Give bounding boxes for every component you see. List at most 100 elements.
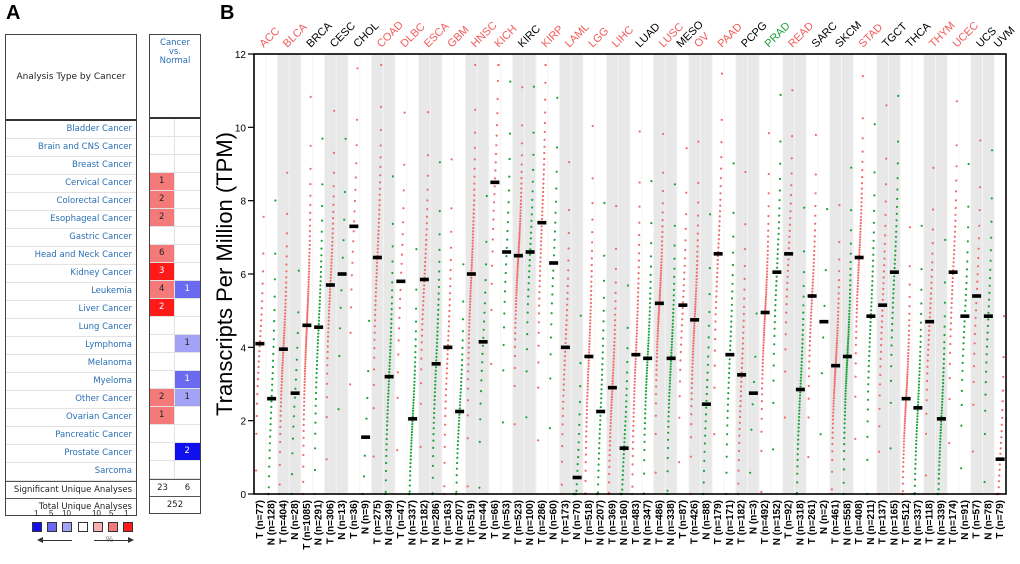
sample-point	[903, 426, 906, 430]
sample-point	[602, 320, 605, 323]
sample-point	[926, 365, 929, 368]
sample-point	[784, 348, 787, 351]
cancer-type-label: HNSC	[469, 20, 500, 51]
overexpression-cell[interactable]: 6	[150, 245, 175, 262]
sample-point	[832, 399, 835, 402]
underexpression-cell[interactable]: 1	[174, 371, 200, 388]
cancer-type-row[interactable]: Melanoma	[6, 355, 136, 373]
sample-point	[978, 209, 981, 212]
underexpression-cell[interactable]: 1	[174, 335, 200, 352]
sample-point	[943, 325, 946, 328]
sample-point	[316, 349, 319, 352]
cancer-type-row[interactable]: Head and Neck Cancer	[6, 247, 136, 265]
sample-point	[998, 474, 1001, 477]
sample-point	[643, 472, 646, 475]
sample-point	[321, 183, 324, 186]
cancer-type-row[interactable]: Lymphoma	[6, 337, 136, 355]
sample-point	[591, 231, 594, 234]
group-labels: T (n=77) N (n=128) T (n=404) N (n=28) T (n=1…	[255, 500, 1006, 550]
sample-point	[917, 398, 920, 401]
sample-point	[762, 344, 765, 347]
underexpression-cell[interactable]: 2	[174, 443, 200, 460]
cancer-type-row[interactable]: Myeloma	[6, 373, 136, 391]
sample-point	[673, 282, 676, 285]
cancer-type-row[interactable]: Other Cancer	[6, 391, 136, 409]
sample-point	[258, 350, 261, 353]
sample-point	[657, 313, 660, 317]
sample-point	[328, 303, 331, 306]
sample-point	[445, 372, 448, 375]
sample-point	[932, 208, 935, 211]
overexpression-cell[interactable]: 1	[150, 407, 175, 424]
overexpression-cell[interactable]: 2	[150, 209, 175, 226]
sample-point	[775, 284, 778, 287]
sample-point	[762, 334, 766, 337]
sample-point	[836, 326, 839, 329]
sample-point	[448, 298, 451, 301]
sample-point	[431, 464, 434, 467]
overexpression-cell[interactable]: 2	[150, 299, 175, 316]
overexpression-cell[interactable]: 1	[150, 173, 175, 190]
sample-point	[473, 199, 476, 202]
sample-point	[963, 325, 966, 328]
sample-point	[305, 331, 308, 334]
cancer-type-row[interactable]: Ovarian Cancer	[6, 409, 136, 427]
cancer-vs-normal-row: 2	[150, 191, 200, 209]
sample-point	[810, 299, 814, 302]
cancer-type-row[interactable]: Lung Cancer	[6, 319, 136, 337]
sample-point	[866, 458, 869, 461]
cancer-type-row[interactable]: Colorectal Cancer	[6, 193, 136, 211]
sample-point	[714, 328, 717, 331]
cancer-type-row[interactable]: Pancreatic Cancer	[6, 427, 136, 445]
cancer-type-row[interactable]: Brain and CNS Cancer	[6, 139, 136, 157]
cancer-type-row[interactable]: Gastric Cancer	[6, 229, 136, 247]
sample-point	[672, 288, 676, 291]
sample-point	[609, 428, 612, 431]
sample-point	[519, 212, 522, 215]
cancer-type-row[interactable]: Kidney Cancer	[6, 265, 136, 283]
overexpression-cell[interactable]: 4	[150, 281, 175, 298]
sample-point	[739, 410, 742, 413]
sample-point	[714, 313, 717, 316]
cancer-type-row[interactable]: Liver Cancer	[6, 301, 136, 319]
sample-point	[474, 108, 477, 111]
sample-point	[667, 406, 671, 409]
sample-point	[564, 341, 567, 345]
cancer-type-row[interactable]: Esophageal Cancer	[6, 211, 136, 229]
sample-point	[502, 369, 505, 372]
sample-point	[929, 311, 932, 314]
sample-point	[656, 332, 659, 335]
sample-point	[927, 348, 930, 351]
sample-point	[965, 268, 969, 271]
underexpression-cell[interactable]: 1	[174, 389, 200, 406]
sample-point	[798, 400, 801, 403]
sample-point	[621, 469, 625, 472]
sample-point	[283, 329, 286, 332]
cancer-type-row[interactable]: Sarcoma	[6, 463, 136, 481]
cancer-type-row[interactable]: Cervical Cancer	[6, 175, 136, 193]
sample-point	[338, 327, 342, 330]
cancer-type-row[interactable]: Bladder Cancer	[6, 121, 136, 139]
sample-point	[895, 219, 898, 222]
sample-point	[812, 261, 815, 264]
sample-point	[766, 270, 769, 273]
cancer-type-row[interactable]: Breast Cancer	[6, 157, 136, 175]
cancer-type-row[interactable]: Leukemia	[6, 283, 136, 301]
y-tick-label: 8	[240, 197, 246, 208]
sample-point	[385, 448, 388, 451]
sample-point	[861, 137, 864, 140]
overexpression-cell[interactable]: 3	[150, 263, 175, 280]
sample-point	[826, 208, 829, 211]
sample-point	[613, 324, 617, 327]
underexpression-cell[interactable]: 1	[174, 281, 200, 298]
sample-point	[516, 260, 520, 263]
sample-point	[314, 421, 317, 424]
sample-point	[472, 216, 475, 219]
sample-point	[667, 431, 670, 434]
sample-point	[541, 206, 544, 209]
overexpression-cell[interactable]: 2	[150, 389, 175, 406]
overexpression-cell[interactable]: 2	[150, 191, 175, 208]
median-bar	[960, 314, 970, 318]
cancer-type-row[interactable]: Prostate Cancer	[6, 445, 136, 463]
sample-point	[472, 204, 475, 207]
